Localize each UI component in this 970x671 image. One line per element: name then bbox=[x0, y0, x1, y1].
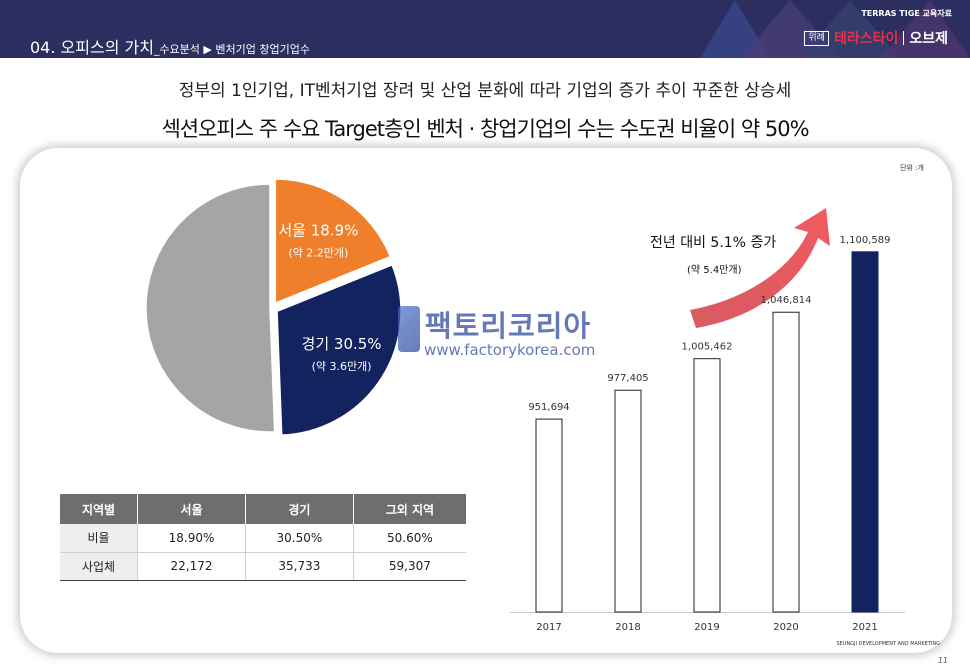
bar-chart-unit: 단위 :개 bbox=[900, 164, 924, 172]
header-bar: 04. 오피스의 가치_수요분석 ▶ 벤처기업 창업기업수 TERRAS TIG… bbox=[0, 0, 970, 58]
pie-slice bbox=[274, 178, 392, 305]
table-cell: 사업체 bbox=[60, 552, 139, 581]
headline-line-1: 정부의 1인기업, IT벤처기업 장려 및 산업 분화에 따라 기업의 증가 추… bbox=[178, 81, 792, 101]
table-header-cell: 그외 지역 bbox=[353, 494, 466, 524]
section-title-sub: _수요분석 ▶ 벤처기업 창업기업수 bbox=[153, 43, 310, 56]
bar bbox=[772, 311, 800, 613]
watermark-name: 팩토리코리아 bbox=[425, 309, 592, 343]
bar-value-label: 977,405 bbox=[607, 373, 648, 384]
table-row: 비율 18.90% 30.50% 50.60% bbox=[60, 524, 466, 553]
bar-value-label: 1,100,589 bbox=[840, 235, 891, 246]
table-cell: 50.60% bbox=[353, 524, 466, 553]
region-table: 지역별 서울 경기 그외 지역 비율 18.90% 30.50% 50.60% … bbox=[60, 494, 466, 581]
watermark-url: www.factorykorea.com bbox=[424, 341, 596, 359]
bar-value-label: 1,046,814 bbox=[761, 295, 812, 306]
table-cell: 59,307 bbox=[353, 552, 466, 581]
table-cell: 비율 bbox=[60, 524, 139, 553]
table-row: 사업체 22,172 35,733 59,307 bbox=[60, 552, 466, 581]
brand-tag: 위례 bbox=[804, 30, 829, 46]
bar-value-label: 951,694 bbox=[528, 402, 569, 413]
bar-category-label: 2018 bbox=[615, 622, 640, 633]
headline-line-2: 섹션오피스 주 수요 Target층인 벤처 · 창업기업의 수는 수도권 비율… bbox=[161, 117, 809, 141]
table-cell: 22,172 bbox=[137, 552, 246, 581]
bar-category-label: 2017 bbox=[536, 622, 561, 633]
bar-annotation-sub: (약 5.4만개) bbox=[687, 264, 742, 276]
pie-slice-sublabel: (약 3.6만개) bbox=[312, 359, 372, 373]
header-decoration bbox=[700, 0, 970, 58]
brand-name: 테라스타이 bbox=[833, 31, 899, 47]
table-header-cell: 지역별 bbox=[60, 494, 139, 524]
bar bbox=[614, 389, 642, 613]
bar-annotation: 전년 대비 5.1% 증가 bbox=[650, 235, 776, 251]
trend-arrow-shape bbox=[690, 208, 830, 328]
bar bbox=[851, 251, 879, 613]
bar-category-label: 2021 bbox=[852, 622, 877, 633]
pie-slice-label: 경기 30.5% bbox=[302, 335, 382, 353]
table-header-cell: 서울 bbox=[137, 494, 246, 524]
table-cell: 18.90% bbox=[137, 524, 246, 553]
brand-divider bbox=[903, 31, 905, 45]
bar-value-label: 1,005,462 bbox=[682, 342, 733, 353]
bar-category-label: 2020 bbox=[773, 622, 798, 633]
table-header-row: 지역별 서울 경기 그외 지역 bbox=[60, 494, 466, 524]
table-header-cell: 경기 bbox=[245, 494, 354, 524]
bar bbox=[693, 358, 721, 613]
section-title: 04. 오피스의 가치_수요분석 ▶ 벤처기업 창업기업수 bbox=[30, 34, 310, 58]
brand-name-2: 오브제 bbox=[909, 31, 948, 47]
page-number: 11 bbox=[937, 656, 948, 665]
watermark-logo-icon bbox=[398, 306, 420, 352]
pie-slice bbox=[276, 263, 402, 436]
table-cell: 35,733 bbox=[245, 552, 354, 581]
trend-arrow bbox=[690, 208, 830, 328]
brand-caption: TERRAS TIGE 교육자료 bbox=[861, 9, 952, 18]
section-title-main: 04. 오피스의 가치 bbox=[30, 38, 154, 57]
pie-slice-label: 서울 18.9% bbox=[278, 221, 358, 239]
table-cell: 30.50% bbox=[245, 524, 354, 553]
bar-category-label: 2019 bbox=[694, 622, 719, 633]
pie-slice-sublabel: (약 2.2만개) bbox=[288, 245, 348, 259]
pie-slice bbox=[145, 183, 276, 433]
bar bbox=[535, 418, 563, 613]
brand-logo: 위례 테라스타이 오브제 bbox=[804, 28, 948, 48]
footer-company: SEUNGJI DEVELOPMENT AND MARKETING bbox=[836, 641, 940, 647]
